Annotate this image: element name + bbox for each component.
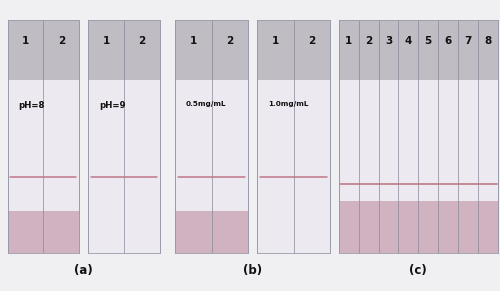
Text: 1: 1 — [346, 36, 352, 46]
Text: 1: 1 — [272, 36, 279, 46]
Text: (c): (c) — [410, 264, 427, 277]
Bar — [44, 20, 80, 253]
Bar — [339, 20, 498, 253]
Bar — [175, 20, 212, 253]
Text: 2: 2 — [138, 36, 145, 46]
Text: (b): (b) — [243, 264, 262, 277]
Text: 8: 8 — [484, 36, 491, 46]
Text: 2: 2 — [365, 36, 372, 46]
Bar — [339, 20, 359, 253]
Text: 6: 6 — [444, 36, 452, 46]
Bar — [257, 20, 330, 80]
Bar — [175, 211, 248, 253]
Bar — [418, 20, 438, 253]
Bar — [88, 20, 160, 80]
Bar — [339, 20, 498, 80]
Text: 1: 1 — [102, 36, 110, 46]
Bar — [88, 20, 160, 253]
Text: 3: 3 — [385, 36, 392, 46]
Bar — [175, 20, 248, 80]
Text: pH=9: pH=9 — [99, 101, 126, 109]
Text: 1: 1 — [22, 36, 29, 46]
Bar — [398, 20, 418, 253]
Text: 2: 2 — [58, 36, 65, 46]
Bar — [88, 20, 124, 253]
Bar — [478, 20, 498, 253]
Bar — [8, 20, 80, 80]
Bar — [458, 20, 477, 253]
Text: 4: 4 — [404, 36, 412, 46]
Bar — [212, 20, 248, 253]
Text: 0.5mg/mL: 0.5mg/mL — [186, 101, 226, 107]
Bar — [294, 20, 330, 253]
Bar — [8, 20, 80, 253]
Bar — [339, 201, 498, 253]
Text: 1: 1 — [190, 36, 197, 46]
Text: 1.0mg/mL: 1.0mg/mL — [268, 101, 308, 107]
Text: 5: 5 — [424, 36, 432, 46]
Bar — [438, 20, 458, 253]
Bar — [257, 20, 330, 253]
Text: 7: 7 — [464, 36, 471, 46]
Bar — [257, 20, 294, 253]
Text: pH=8: pH=8 — [18, 101, 45, 109]
Bar — [124, 20, 160, 253]
Bar — [8, 20, 44, 253]
Bar — [8, 211, 80, 253]
Text: (a): (a) — [74, 264, 93, 277]
Bar — [378, 20, 398, 253]
Text: 2: 2 — [226, 36, 234, 46]
Text: 2: 2 — [308, 36, 316, 46]
Bar — [359, 20, 378, 253]
Bar — [175, 20, 248, 253]
